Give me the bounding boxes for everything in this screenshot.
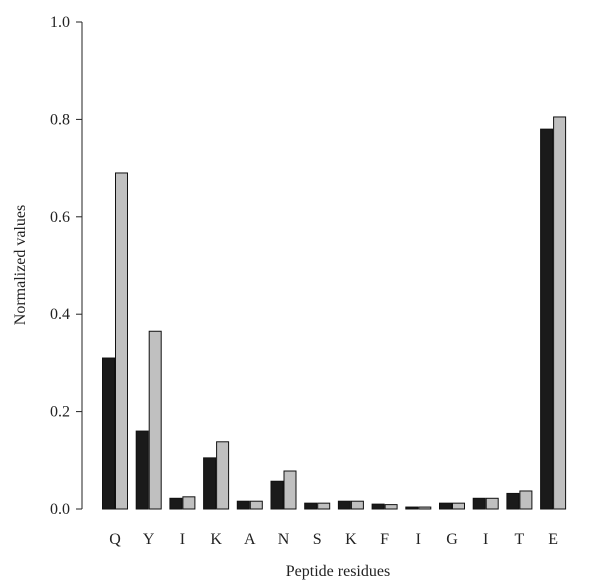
bar: [452, 502, 465, 510]
bar: [337, 500, 351, 510]
x-tick-label: Q: [109, 531, 121, 548]
x-tick-label: I: [483, 531, 488, 548]
bar: [182, 496, 196, 510]
y-tick-label: 0.0: [50, 501, 70, 518]
bar: [485, 497, 499, 510]
bar: [371, 503, 385, 510]
bar: [283, 470, 297, 510]
bar: [115, 172, 128, 510]
x-tick-label: I: [180, 531, 185, 548]
bar: [216, 441, 230, 510]
y-tick-label: 0.6: [50, 209, 70, 226]
bar: [506, 492, 520, 510]
bars: [102, 116, 567, 510]
bar: [418, 506, 432, 510]
bar: [519, 490, 533, 510]
y-tick-label: 0.2: [50, 404, 70, 421]
bar: [169, 497, 183, 510]
x-tick-label: F: [380, 531, 389, 548]
bar: [350, 500, 364, 510]
bar: [553, 116, 567, 510]
x-tick-label: E: [548, 531, 558, 548]
x-tick-label: A: [244, 531, 256, 548]
bar: [304, 502, 318, 510]
bar: [472, 497, 486, 510]
y-tick-label: 0.4: [50, 306, 70, 323]
bar: [540, 128, 554, 510]
bar: [317, 502, 331, 510]
bar: [439, 502, 452, 510]
bar: [249, 500, 263, 510]
bar: [270, 480, 284, 510]
bar: [384, 504, 398, 510]
y-axis-title: Normalized values: [12, 205, 29, 325]
bar: [203, 457, 217, 510]
x-tick-label: K: [345, 531, 357, 548]
x-tick-label: G: [446, 531, 458, 548]
x-tick-label: S: [313, 531, 322, 548]
bar: [236, 500, 250, 510]
bar: [102, 357, 115, 510]
y-axis: 0.0 0.2 0.4 0.6 0.8 1.0: [50, 14, 83, 518]
bar: [148, 330, 162, 510]
x-tick-label: K: [210, 531, 222, 548]
bar: [135, 430, 149, 510]
y-tick-label: 1.0: [50, 14, 70, 31]
y-tick-label: 0.8: [50, 111, 70, 128]
bar: [405, 506, 419, 510]
x-axis-title: Peptide residues: [286, 563, 390, 580]
x-tick-label: N: [278, 531, 290, 548]
x-tick-label: I: [416, 531, 421, 548]
x-tick-label: T: [515, 531, 525, 548]
x-tick-label: Y: [143, 531, 155, 548]
